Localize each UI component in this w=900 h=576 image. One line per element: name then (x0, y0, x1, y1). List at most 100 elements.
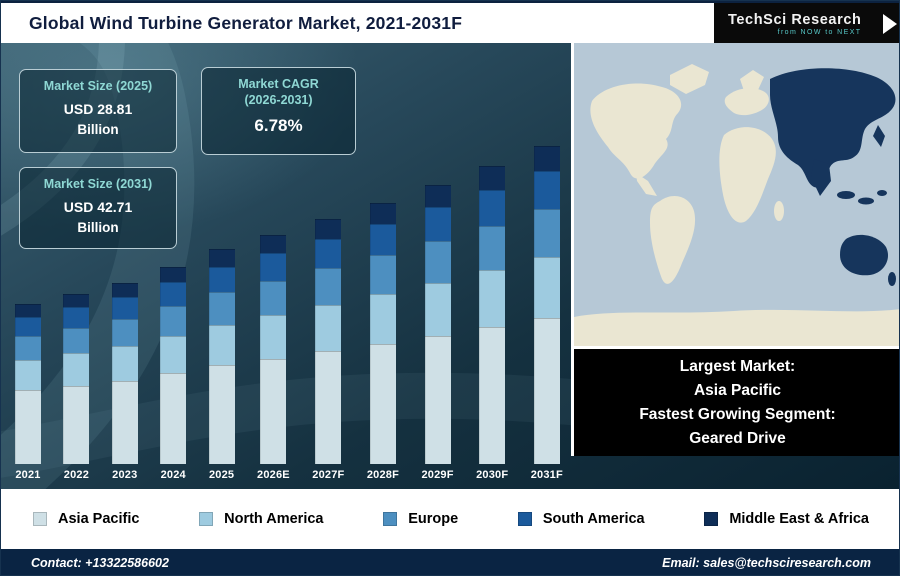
stat-label: Market Size (2025) (43, 79, 153, 93)
bar-segment-asia-pacific (315, 351, 342, 464)
stacked-bar-chart: 2021 2022 2023 2024 2025 2026E 2027F 2028F 2029F… (15, 145, 563, 481)
bar-segment-europe (315, 268, 342, 305)
bar-2021: 2021 (15, 303, 41, 481)
market-note: Largest Market: Asia Pacific Fastest Gro… (574, 349, 899, 456)
bar-segment-europe (15, 335, 41, 360)
legend-item-north-america: North America (199, 511, 324, 527)
note-largest-market-value: Asia Pacific (693, 381, 782, 399)
bar-2027f: 2027F (312, 219, 344, 481)
bar-segment-europe (63, 327, 90, 354)
world-map (574, 43, 899, 346)
stacked-bar (369, 202, 396, 464)
page-title: Global Wind Turbine Generator Market, 20… (29, 13, 463, 33)
legend-label: Asia Pacific (58, 511, 140, 527)
x-axis-label: 2031F (530, 469, 563, 481)
legend-item-middle-east-africa: Middle East & Africa (704, 511, 869, 527)
bar-segment-north-america (424, 282, 451, 336)
stacked-bar (208, 249, 235, 464)
bar-segment-asia-pacific (15, 390, 41, 464)
x-axis-label: 2027F (312, 469, 345, 481)
stacked-bar (479, 166, 506, 464)
bar-segment-middle-east-africa (369, 202, 396, 224)
logo-arrow-icon (883, 14, 897, 34)
bar-segment-asia-pacific (63, 385, 90, 464)
x-axis-label: 2025 (208, 469, 235, 481)
x-axis-label: 2024 (160, 469, 186, 481)
note-largest-market-label: Largest Market: (679, 357, 796, 375)
bar-segment-europe (208, 292, 235, 325)
bar-segment-europe (111, 319, 138, 347)
right-panel: Largest Market: Asia Pacific Fastest Gro… (571, 43, 899, 456)
stat-box-market-cagr: Market CAGR (2026-2031) 6.78% (201, 67, 356, 155)
bar-segment-middle-east-africa (533, 145, 560, 172)
stat-value: 6.78% (254, 116, 303, 136)
bar-2026e: 2026E (257, 235, 290, 481)
bar-2022: 2022 (63, 293, 90, 481)
x-axis-label: 2030F (476, 469, 509, 481)
bar-segment-north-america (63, 353, 90, 386)
bar-2028f: 2028F (366, 202, 400, 481)
bar-segment-south-america (424, 207, 451, 241)
bar-segment-asia-pacific (208, 365, 235, 464)
stat-label: (2026-2031) (244, 92, 313, 107)
legend-item-europe: Europe (383, 511, 458, 527)
bar-segment-south-america (208, 266, 235, 293)
bar-segment-north-america (315, 304, 342, 352)
stat-value: USD 42.71 (63, 198, 133, 215)
bar-segment-europe (369, 254, 396, 295)
stacked-bar (315, 219, 342, 464)
bar-segment-north-america (208, 324, 235, 366)
techsci-logo: TechSci Research from NOW to NEXT (714, 3, 899, 45)
x-axis-label: 2028F (366, 469, 400, 481)
legend-item-south-america: South America (517, 511, 645, 527)
legend-label: North America (224, 511, 324, 527)
bar-segment-south-america (111, 297, 138, 320)
legend-label: South America (542, 511, 645, 527)
stacked-bar (533, 145, 560, 464)
x-axis-label: 2021 (15, 469, 41, 481)
bar-2031f: 2031F (530, 145, 563, 481)
bar-2029f: 2029F (421, 184, 454, 481)
chart-area: Market Size (2025) USD 28.81 Billion Mar… (1, 43, 899, 489)
legend-swatch-north-america (199, 512, 214, 526)
bar-segment-south-america (315, 238, 342, 269)
bar-segment-europe (160, 306, 187, 336)
footer-email: Email: sales@techsciresearch.com (662, 556, 871, 570)
x-axis-label: 2026E (257, 469, 290, 481)
legend-label: Europe (408, 511, 459, 527)
note-fastest-segment-value: Geared Drive (689, 429, 786, 447)
bar-segment-middle-east-africa (111, 282, 138, 298)
bar-segment-north-america (369, 294, 396, 344)
footer-contact: Contact: +13322586602 (31, 556, 169, 570)
stacked-bar (260, 235, 287, 464)
bar-2030f: 2030F (476, 166, 508, 481)
bar-segment-europe (260, 280, 287, 316)
legend-swatch-middle-east-africa (704, 512, 719, 526)
legend-swatch-south-america (517, 512, 532, 526)
bar-segment-north-america (260, 315, 287, 359)
bar-segment-middle-east-africa (15, 303, 41, 317)
bar-segment-north-america (111, 346, 138, 381)
bar-segment-south-america (63, 307, 90, 328)
bar-segment-middle-east-africa (424, 184, 451, 208)
stacked-bar (63, 293, 90, 464)
stacked-bar (160, 266, 187, 464)
bar-segment-middle-east-africa (63, 293, 90, 308)
stat-box-market-size-2031: Market Size (2031) USD 42.71 Billion (19, 167, 177, 249)
stat-label: Market Size (2031) (43, 177, 153, 191)
bar-segment-middle-east-africa (260, 235, 287, 254)
bar-segment-south-america (15, 316, 41, 336)
logo-name: TechSci Research (728, 12, 862, 28)
legend-swatch-asia-pacific (33, 512, 47, 526)
header: Global Wind Turbine Generator Market, 20… (1, 1, 899, 45)
bar-segment-south-america (160, 282, 187, 307)
bar-2025: 2025 (208, 249, 235, 481)
bar-segment-north-america (160, 335, 187, 374)
legend-swatch-europe (383, 512, 398, 526)
bar-segment-europe (424, 240, 451, 283)
bar-segment-north-america (479, 270, 506, 327)
x-axis-label: 2029F (421, 469, 454, 481)
logo-text: TechSci Research from NOW to NEXT (728, 12, 861, 36)
bar-segment-europe (479, 225, 506, 271)
